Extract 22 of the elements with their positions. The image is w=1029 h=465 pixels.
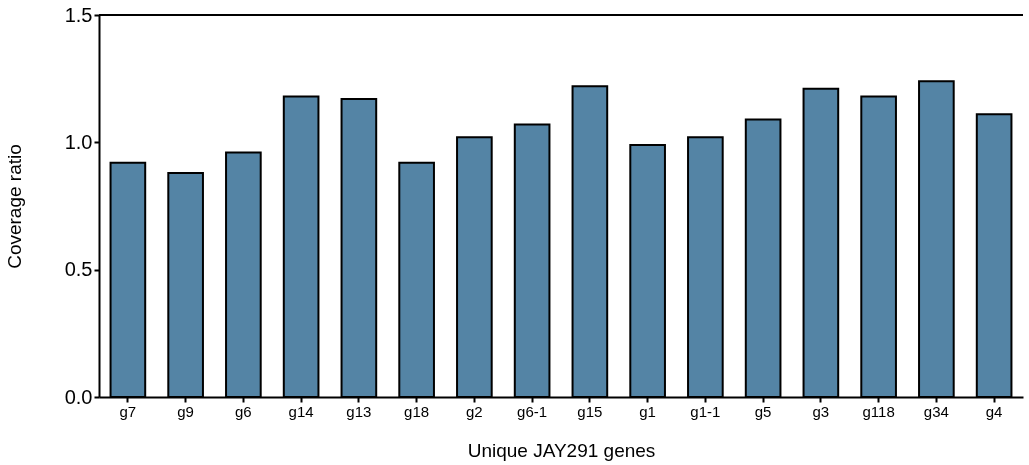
x-tick-label: g34	[923, 402, 949, 420]
x-tick-label: g6	[235, 402, 252, 420]
y-axis-title: Coverage ratio	[3, 144, 25, 269]
x-tick-label: g2	[466, 402, 483, 420]
x-tick-label: g7	[119, 402, 137, 420]
x-axis-title: Unique JAY291 genes	[467, 439, 656, 461]
x-tick-label: g1	[639, 402, 656, 420]
x-tick-label: g9	[177, 402, 194, 420]
y-tick-label: 1.0	[64, 130, 93, 153]
x-tick-label: g18	[404, 402, 430, 420]
y-tick-label: 0.0	[64, 385, 93, 408]
x-tick-label: g1-1	[690, 402, 721, 420]
x-tick-label: g6-1	[517, 402, 548, 420]
y-tick-label: 0.5	[64, 258, 93, 281]
x-tick-label: g4	[985, 402, 1003, 420]
x-tick-label: g15	[577, 402, 603, 420]
x-tick-label: g5	[754, 402, 772, 420]
x-tick-label: g3	[812, 402, 830, 420]
y-tick-label: 1.5	[64, 3, 93, 26]
x-tick-label: g14	[288, 402, 314, 420]
x-tick-label: g13	[346, 402, 372, 420]
x-tick-label: g118	[862, 402, 895, 420]
